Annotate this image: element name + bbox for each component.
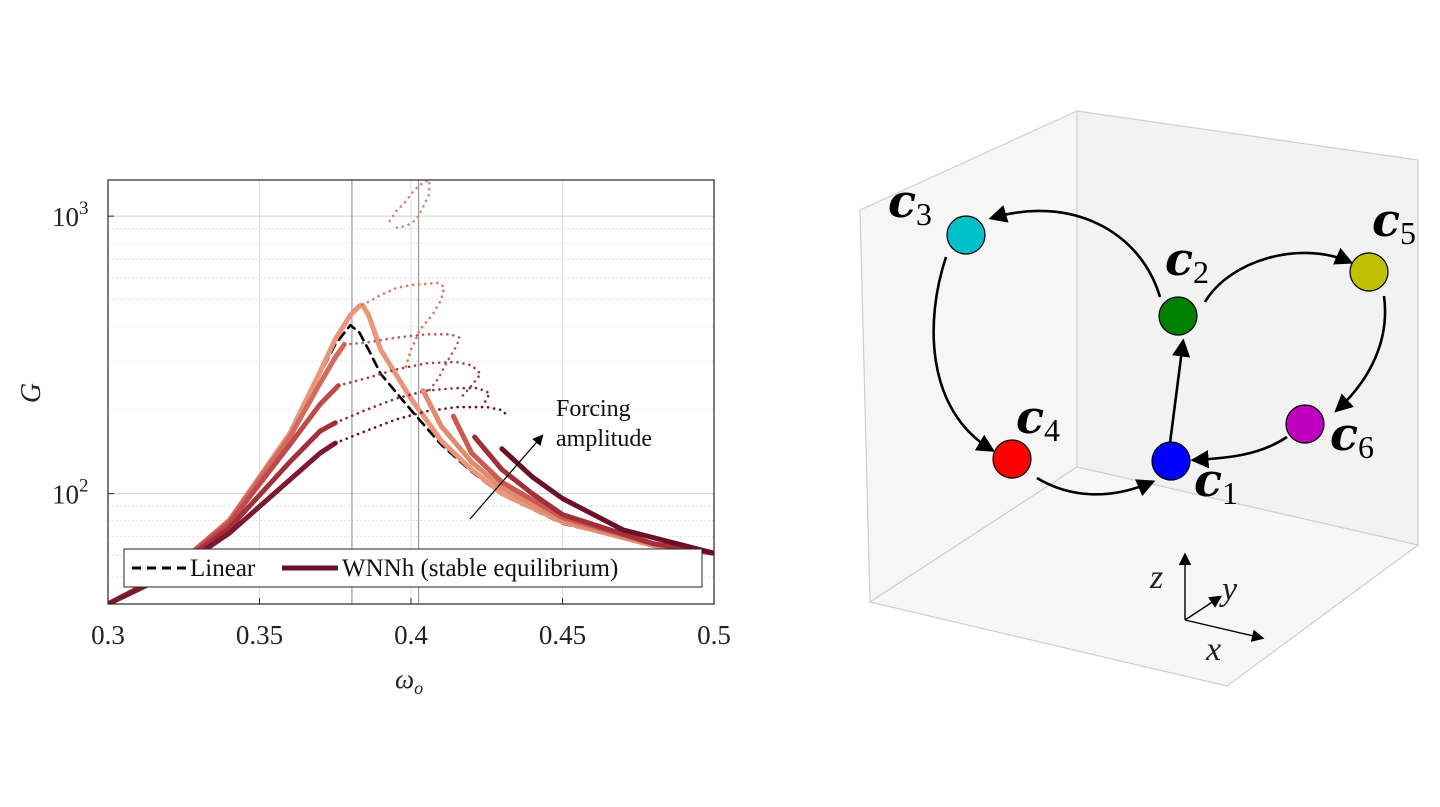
- node-c4: [992, 439, 1032, 479]
- legend-wnnh-label: WNNh (stable equilibrium): [342, 555, 618, 582]
- x-tick-label: 0.35: [236, 620, 283, 650]
- annotation-amplitude: amplitude: [556, 426, 652, 452]
- node-c5: [1349, 252, 1389, 292]
- series-line-5: [343, 333, 461, 392]
- node-c1: [1151, 441, 1191, 481]
- axes-triad: z y x: [1149, 552, 1265, 668]
- series-line-15: [499, 446, 714, 556]
- legend-box: [123, 548, 703, 588]
- x-axis-label-3d: x: [1205, 631, 1221, 668]
- label-c5: c5: [1372, 193, 1416, 251]
- x-tick-label: 0.4: [394, 620, 428, 650]
- y-axis-arrow: [1184, 595, 1223, 621]
- y-tick-labels: 102 103: [52, 198, 114, 510]
- y-axis-label: G: [16, 383, 47, 403]
- x-tick-label: 0.45: [539, 620, 586, 650]
- edge-c2-c3: [988, 205, 1162, 298]
- label-c4: c4: [1016, 390, 1060, 448]
- edge-c4-c1: [1036, 476, 1156, 497]
- series-line-14: [472, 434, 714, 556]
- frequency-response-chart: 0.3 0.35 0.4 0.45 0.5 102 103 ωo G Forcing am…: [16, 179, 731, 698]
- y-tick-label: 103: [52, 198, 89, 232]
- series-line-9: [334, 386, 492, 425]
- edge-c3-c4: [932, 256, 996, 452]
- label-c6: c6: [1330, 407, 1374, 465]
- label-c1: c1: [1194, 453, 1238, 511]
- annotation-forcing: Forcing: [556, 396, 631, 422]
- x-tick-label: 0.3: [91, 620, 125, 650]
- y-axis-label-3d: y: [1219, 571, 1238, 608]
- series-group: [108, 180, 714, 604]
- series-line-11: [334, 405, 510, 445]
- x-axis-arrow: [1184, 619, 1265, 642]
- label-c2: c2: [1165, 232, 1209, 290]
- node-c3: [946, 215, 986, 255]
- legend-linear-label: Linear: [190, 555, 256, 582]
- x-axis-label: ωo: [395, 664, 423, 698]
- label-c3: c3: [888, 174, 932, 232]
- cluster-transition-diagram: c1 c2 c3 c4 c5 c6 z y x: [859, 110, 1420, 687]
- edge-c1-c2: [1168, 338, 1191, 444]
- series-line-2: [361, 281, 446, 371]
- series-line-7: [337, 360, 482, 398]
- edge-c5-c6: [1334, 295, 1387, 413]
- reference-lines: [351, 180, 420, 604]
- node-c2: [1158, 296, 1198, 336]
- y-tick-label: 102: [52, 476, 89, 510]
- x-tick-labels: 0.3 0.35 0.4 0.45 0.5: [91, 598, 731, 650]
- forcing-arrow: [469, 434, 544, 520]
- node-c6: [1285, 404, 1325, 444]
- legend: Linear WNNh (stable equilibrium): [123, 548, 703, 588]
- x-tick-label: 0.5: [697, 620, 731, 650]
- edge-c2-c5: [1203, 247, 1354, 303]
- box-floor: [868, 466, 1420, 687]
- z-axis-label: z: [1149, 559, 1163, 596]
- edge-c6-c1: [1190, 435, 1288, 469]
